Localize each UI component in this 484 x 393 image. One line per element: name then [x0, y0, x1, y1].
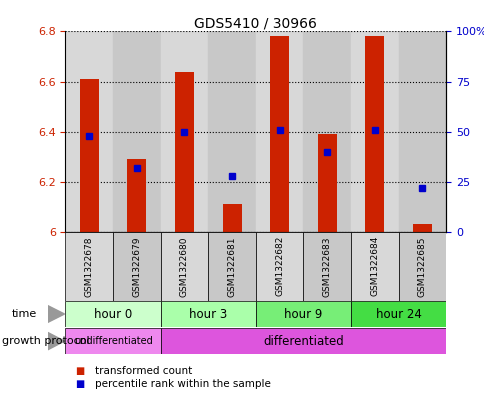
Bar — [65, 301, 160, 327]
Bar — [256, 31, 303, 232]
Bar — [113, 31, 160, 232]
Text: ■: ■ — [75, 366, 84, 376]
Bar — [65, 31, 113, 232]
Bar — [303, 31, 350, 232]
Bar — [350, 31, 398, 232]
Bar — [398, 31, 445, 232]
Bar — [175, 72, 194, 232]
Bar — [113, 232, 160, 301]
Text: hour 3: hour 3 — [189, 307, 227, 321]
Text: GSM1322680: GSM1322680 — [180, 236, 189, 296]
Bar — [350, 232, 398, 301]
Text: transformed count: transformed count — [94, 366, 192, 376]
Text: GSM1322684: GSM1322684 — [370, 236, 378, 296]
Bar — [160, 328, 445, 354]
Bar — [412, 224, 431, 232]
Bar — [208, 232, 256, 301]
Bar — [256, 301, 350, 327]
Text: differentiated: differentiated — [262, 334, 343, 348]
Text: GSM1322679: GSM1322679 — [132, 236, 141, 296]
Bar — [208, 31, 256, 232]
Text: hour 0: hour 0 — [94, 307, 132, 321]
Bar — [398, 232, 445, 301]
Bar — [79, 79, 99, 232]
Bar — [127, 159, 146, 232]
Bar — [160, 301, 256, 327]
Text: hour 9: hour 9 — [284, 307, 322, 321]
Text: GSM1322685: GSM1322685 — [417, 236, 426, 296]
Polygon shape — [47, 332, 64, 350]
Bar — [270, 37, 288, 232]
Text: GSM1322678: GSM1322678 — [85, 236, 93, 296]
Bar — [256, 232, 303, 301]
Text: growth protocol: growth protocol — [2, 336, 90, 346]
Bar — [364, 37, 383, 232]
Bar — [160, 232, 208, 301]
Bar — [160, 31, 208, 232]
Text: undifferentiated: undifferentiated — [74, 336, 152, 346]
Bar — [222, 204, 241, 232]
Bar — [350, 301, 445, 327]
Text: hour 24: hour 24 — [375, 307, 421, 321]
Text: percentile rank within the sample: percentile rank within the sample — [94, 379, 270, 389]
Text: GSM1322683: GSM1322683 — [322, 236, 331, 296]
Bar — [65, 328, 160, 354]
Bar — [303, 232, 350, 301]
Bar — [65, 232, 113, 301]
Text: ■: ■ — [75, 379, 84, 389]
Title: GDS5410 / 30966: GDS5410 / 30966 — [194, 16, 317, 30]
Polygon shape — [47, 305, 64, 323]
Bar — [317, 134, 336, 232]
Text: GSM1322682: GSM1322682 — [274, 236, 284, 296]
Text: GSM1322681: GSM1322681 — [227, 236, 236, 296]
Text: time: time — [12, 309, 37, 319]
